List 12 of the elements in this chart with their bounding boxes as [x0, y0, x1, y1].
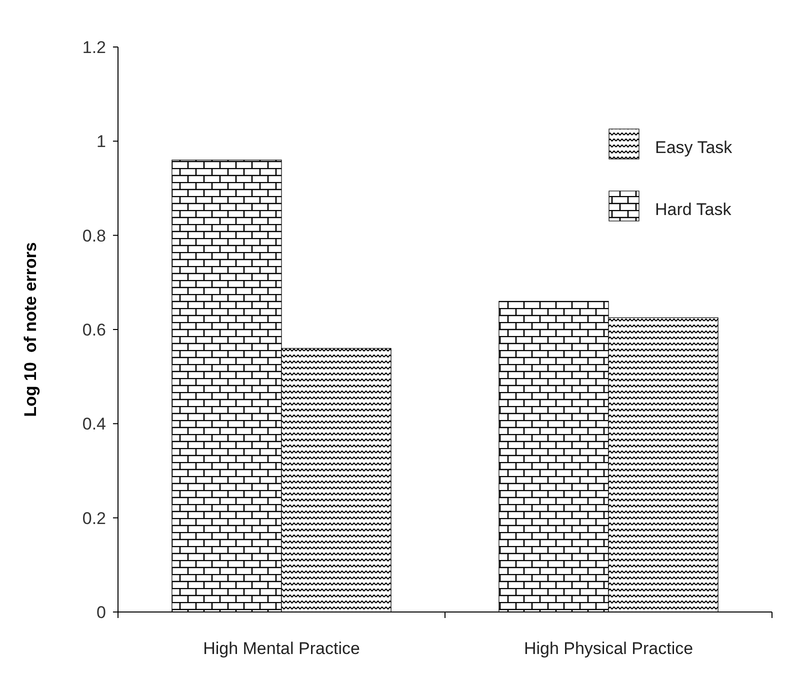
y-axis-title: Log 10 of note errors	[21, 242, 40, 417]
y-tick-label: 0.8	[82, 226, 106, 246]
y-tick-label: 1.2	[82, 38, 106, 57]
legend-label: Easy Task	[655, 138, 733, 157]
y-tick-label: 0.4	[82, 414, 106, 434]
y-tick-label: 0.2	[82, 508, 106, 528]
y-tick-label: 0.6	[82, 320, 106, 340]
y-tick-label: 0	[96, 602, 106, 622]
legend-label: Hard Task	[655, 200, 732, 219]
x-tick-label: High Physical Practice	[524, 639, 694, 658]
x-tick-label: High Mental Practice	[203, 639, 360, 658]
y-tick-label: 1	[96, 132, 106, 152]
